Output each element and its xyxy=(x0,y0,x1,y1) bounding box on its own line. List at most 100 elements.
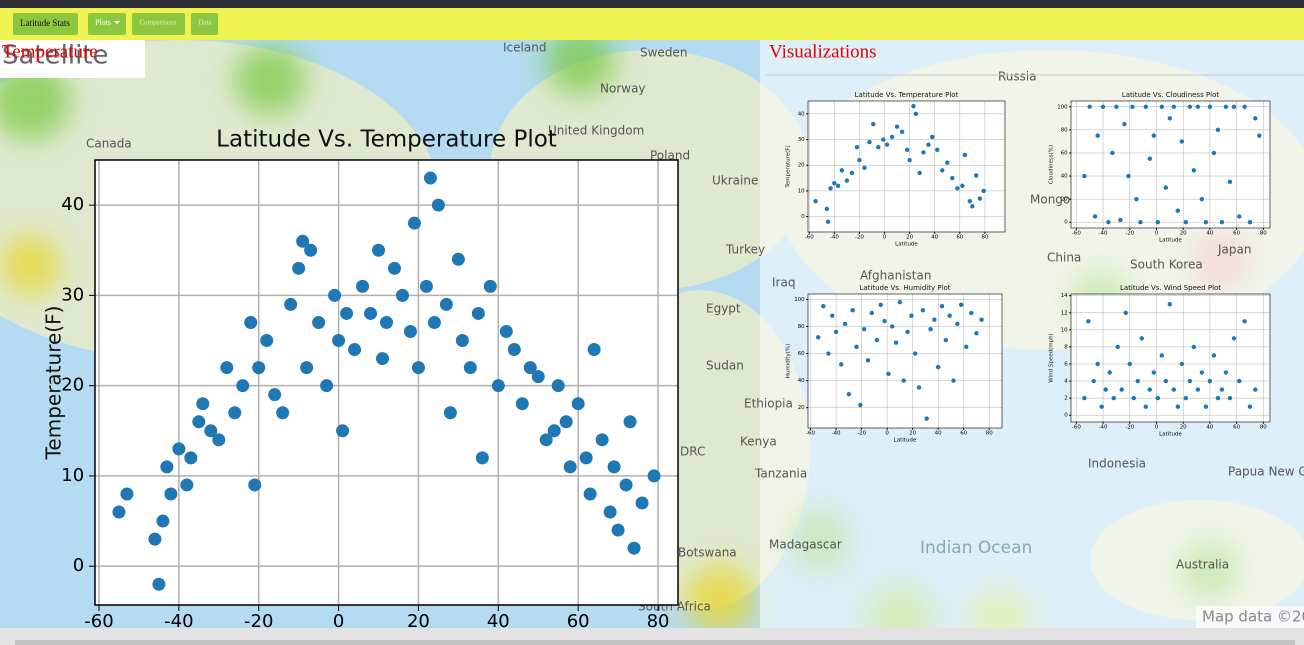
map-label: Canada xyxy=(86,137,132,151)
x-tick-label: 60 xyxy=(960,431,967,437)
x-tick-label: 80 xyxy=(1260,231,1267,237)
point xyxy=(515,397,529,411)
y-tick-label: 100 xyxy=(794,297,805,303)
y-tick-label: 14 xyxy=(1061,293,1068,299)
point xyxy=(935,147,940,153)
point xyxy=(835,183,841,188)
map-label: Kenya xyxy=(740,435,777,449)
point xyxy=(850,308,855,313)
point xyxy=(909,313,914,318)
point xyxy=(1183,395,1189,401)
y-axis-label: Temperature(F) xyxy=(786,145,792,188)
x-tick-label: 0 xyxy=(885,431,889,437)
point xyxy=(924,416,929,421)
point xyxy=(423,171,437,185)
point xyxy=(964,344,969,349)
x-axis-label: Latitude xyxy=(1159,432,1182,438)
point xyxy=(1155,220,1161,225)
point xyxy=(1187,104,1193,109)
point xyxy=(1215,395,1221,401)
y-tick-label: 4 xyxy=(1064,379,1068,385)
point xyxy=(962,152,968,158)
point xyxy=(340,306,354,320)
point xyxy=(619,478,633,492)
point xyxy=(849,170,855,176)
point xyxy=(886,371,891,377)
chart: -60 -40 -20 0 20 40 60 80 0 10 20 30 40 Latitude Vs. … xyxy=(786,91,1006,248)
scrollbar[interactable] xyxy=(15,640,1295,645)
point xyxy=(1203,220,1209,225)
x-tick-label: 20 xyxy=(1180,231,1187,237)
point xyxy=(120,487,134,501)
point xyxy=(583,487,597,501)
map-type-box[interactable] xyxy=(0,40,145,78)
point xyxy=(156,514,170,528)
x-tick-label: -20 xyxy=(855,235,864,241)
point xyxy=(395,288,409,302)
y-axis-label: Humidity(%) xyxy=(786,344,792,378)
nav-button[interactable] xyxy=(191,13,218,35)
x-tick-label: 20 xyxy=(906,235,913,241)
nav-label[interactable]: Plots xyxy=(95,18,111,27)
point xyxy=(1175,404,1181,409)
point xyxy=(212,433,226,447)
y-tick-label: 0 xyxy=(801,214,805,220)
nav-label[interactable]: Data xyxy=(198,19,212,27)
nav-button[interactable] xyxy=(88,13,126,35)
y-tick-label: 6 xyxy=(1064,361,1068,367)
point xyxy=(443,406,457,420)
point xyxy=(1115,344,1120,350)
point xyxy=(947,313,952,318)
point xyxy=(1131,395,1136,401)
point xyxy=(507,343,521,357)
point xyxy=(1223,370,1229,375)
point xyxy=(907,157,912,163)
point xyxy=(940,168,945,173)
point xyxy=(647,469,661,483)
chart: -60 -40 -20 0 20 40 60 80 20 40 60 80 100 Latitude Vs… xyxy=(786,284,1003,444)
y-tick-label: 30 xyxy=(798,137,805,143)
point xyxy=(1179,361,1185,367)
x-tick-label: 40 xyxy=(935,431,942,437)
point xyxy=(1100,104,1106,109)
point xyxy=(499,325,513,339)
point xyxy=(376,352,390,366)
nav-label[interactable]: Latitude Stats xyxy=(20,18,70,28)
x-tick-label: 80 xyxy=(981,235,988,241)
point xyxy=(1207,378,1213,384)
point xyxy=(1195,104,1201,109)
point xyxy=(981,188,986,194)
point xyxy=(1143,104,1148,109)
y-tick-label: 40 xyxy=(798,111,805,117)
map-label: Afghanistan xyxy=(860,269,931,283)
nav-label[interactable]: Comparisons xyxy=(140,19,177,27)
point xyxy=(563,460,577,474)
point xyxy=(951,378,956,383)
point xyxy=(547,424,561,438)
point xyxy=(813,198,818,204)
point xyxy=(204,424,218,438)
point xyxy=(861,326,867,332)
point xyxy=(955,186,960,191)
nav-button[interactable] xyxy=(132,13,185,35)
x-tick-label: -40 xyxy=(164,611,193,632)
map-label: Indian Ocean xyxy=(920,538,1032,558)
point xyxy=(284,297,298,311)
map-label: Australia xyxy=(1176,558,1229,572)
nav-button[interactable] xyxy=(13,13,78,35)
y-tick-label: 60 xyxy=(798,351,805,357)
point xyxy=(1183,220,1189,225)
point xyxy=(1155,395,1161,401)
point xyxy=(1207,104,1213,109)
top-strip xyxy=(0,0,1304,8)
map-type[interactable]: Satellite xyxy=(2,41,109,71)
point xyxy=(1147,156,1152,161)
map-label: Madagascar xyxy=(769,538,842,552)
point xyxy=(244,315,258,329)
x-tick-label: -60 xyxy=(806,431,815,437)
point xyxy=(973,173,979,178)
point xyxy=(911,103,916,109)
point xyxy=(1130,104,1135,109)
x-tick-label: -20 xyxy=(244,611,273,632)
chart: -60 -40 -20 0 20 40 60 80 0 10 20 30 40 Latitude Vs. … xyxy=(42,127,679,632)
